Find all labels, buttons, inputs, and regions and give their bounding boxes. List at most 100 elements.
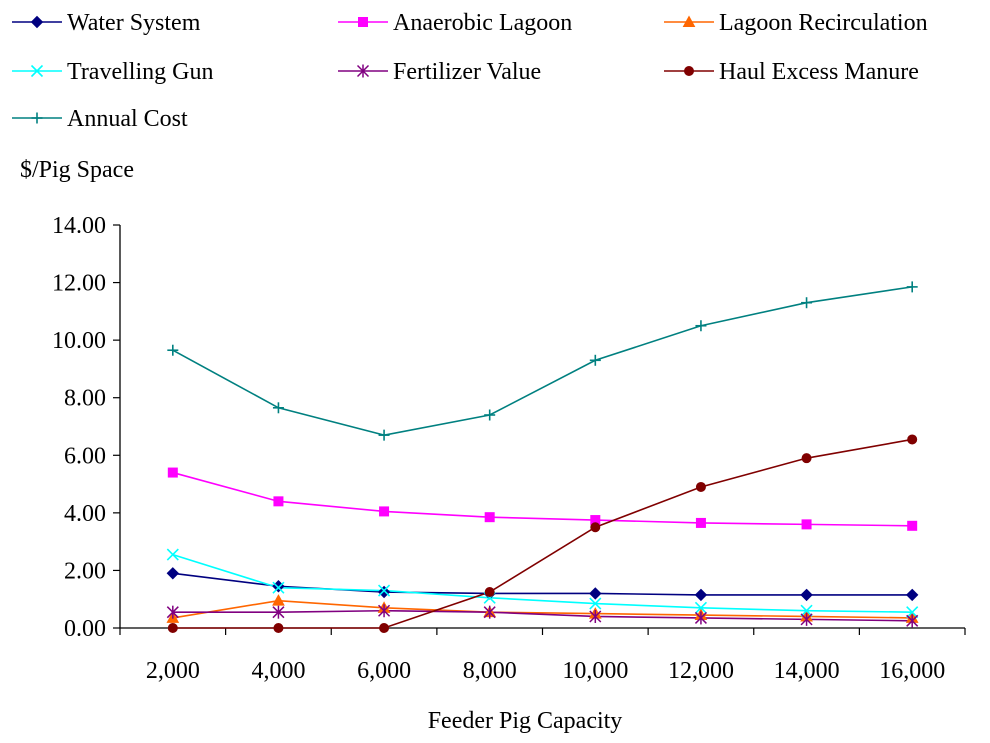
data-point-annual-cost [378, 429, 390, 441]
data-point-annual-cost [484, 409, 496, 421]
x-tick-label: 12,000 [668, 658, 734, 684]
data-point-fertilizer-value [694, 611, 707, 625]
legend-item-haul-excess-manure: Haul Excess Manure [664, 59, 919, 85]
x-tick-label: 10,000 [562, 658, 628, 684]
data-point-haul-excess-manure [167, 623, 178, 633]
y-tick-label: 10.00 [52, 328, 106, 354]
legend-marker [682, 15, 696, 27]
series-line-haul-excess-manure [172, 438, 913, 629]
legend-label: Haul Excess Manure [719, 59, 919, 85]
data-point-water-system [272, 580, 285, 593]
legend-item-fertilizer-value: Fertilizer Value [338, 59, 541, 85]
data-point-anaerobic-lagoon [801, 519, 812, 530]
legend-item-travelling-gun: Travelling Gun [12, 59, 213, 85]
x-axis-label: Feeder Pig Capacity [428, 708, 623, 734]
legend-item-lagoon-recirculation: Lagoon Recirculation [664, 10, 928, 36]
data-point-haul-excess-manure [907, 434, 918, 445]
legend-item-water-system: Water System [12, 10, 201, 36]
data-point-annual-cost [801, 297, 813, 309]
data-point-annual-cost [906, 281, 918, 293]
legend-marker [30, 15, 44, 29]
y-tick-label: 2.00 [64, 558, 106, 584]
data-point-haul-excess-manure [801, 453, 812, 464]
data-point-water-system [589, 587, 602, 600]
series-line-water-system [172, 572, 913, 596]
data-point-fertilizer-value [378, 604, 391, 618]
x-tick-label: 4,000 [251, 658, 305, 684]
x-tick-label: 8,000 [463, 658, 517, 684]
x-tick-label: 6,000 [357, 658, 411, 684]
series-line-annual-cost [172, 286, 913, 436]
y-tick-label: 6.00 [64, 443, 106, 469]
data-point-fertilizer-value [589, 609, 602, 623]
series-markers [166, 281, 919, 633]
data-point-water-system [800, 588, 813, 602]
data-point-fertilizer-value [906, 614, 919, 628]
data-point-lagoon-recirculation [272, 594, 285, 606]
y-tick-label: 14.00 [52, 213, 106, 239]
data-point-travelling-gun [377, 584, 391, 597]
y-axis-label: $/Pig Space [20, 157, 134, 183]
data-point-water-system [694, 588, 708, 602]
legend-label: Water System [67, 10, 201, 36]
legend-label: Annual Cost [67, 106, 188, 132]
legend-item-anaerobic-lagoon: Anaerobic Lagoon [338, 10, 572, 36]
data-point-fertilizer-value [272, 605, 285, 619]
y-tick-labels: 0.00 2.00 4.00 6.00 8.00 10.00 12.00 14.00 [52, 213, 106, 642]
x-tick-label: 14,000 [774, 658, 840, 684]
data-point-annual-cost [695, 320, 707, 332]
data-point-anaerobic-lagoon [695, 517, 706, 528]
legend-label: Fertilizer Value [393, 59, 541, 85]
data-point-annual-cost [589, 354, 601, 366]
legend-marker [30, 64, 44, 78]
data-point-travelling-gun [272, 581, 285, 594]
legend-label: Lagoon Recirculation [719, 10, 928, 36]
y-tick-label: 0.00 [64, 616, 106, 642]
data-point-travelling-gun [589, 597, 602, 610]
data-point-annual-cost [167, 344, 179, 356]
y-tick-label: 12.00 [52, 271, 106, 297]
legend-label: Travelling Gun [67, 59, 213, 85]
data-point-haul-excess-manure [273, 623, 284, 633]
legend-marker [31, 112, 43, 124]
legend-marker [356, 64, 370, 78]
data-point-haul-excess-manure [379, 623, 390, 633]
data-point-travelling-gun [166, 548, 179, 561]
x-tick-label: 16,000 [879, 658, 945, 684]
data-point-anaerobic-lagoon [273, 496, 284, 507]
series-line-fertilizer-value [172, 609, 913, 622]
legend-item-annual-cost: Annual Cost [12, 106, 188, 132]
data-point-anaerobic-lagoon [379, 506, 390, 517]
series-lines [172, 286, 913, 629]
data-point-haul-excess-manure [695, 481, 706, 492]
legend-label: Anaerobic Lagoon [393, 10, 572, 36]
y-tick-label: 8.00 [64, 386, 106, 412]
data-point-water-system [377, 585, 391, 599]
series-line-lagoon-recirculation [172, 599, 913, 619]
data-point-annual-cost [272, 402, 284, 414]
x-tick-label: 2,000 [146, 658, 200, 684]
x-tick-labels: 2,000 4,000 6,000 8,000 10,000 12,000 14,000 16… [146, 658, 945, 684]
series-line-travelling-gun [172, 553, 913, 613]
y-tick-label: 4.00 [64, 501, 106, 527]
data-point-travelling-gun [800, 604, 813, 617]
axes [113, 224, 966, 635]
data-point-travelling-gun [906, 606, 919, 619]
data-point-travelling-gun [694, 601, 708, 614]
data-point-haul-excess-manure [590, 522, 601, 533]
data-point-anaerobic-lagoon [167, 467, 178, 478]
data-point-water-system [905, 588, 919, 602]
data-point-fertilizer-value [166, 605, 179, 619]
legend-marker [684, 66, 694, 76]
data-point-haul-excess-manure [484, 587, 495, 598]
series-line-anaerobic-lagoon [172, 471, 913, 527]
legend: Water System Anaerobic Lagoon Lagoon Recir… [12, 10, 928, 132]
legend-marker [358, 17, 368, 27]
data-point-anaerobic-lagoon [484, 512, 495, 523]
data-point-anaerobic-lagoon [907, 520, 918, 531]
data-point-fertilizer-value [483, 605, 496, 619]
data-point-fertilizer-value [800, 612, 813, 626]
data-point-water-system [166, 567, 180, 580]
